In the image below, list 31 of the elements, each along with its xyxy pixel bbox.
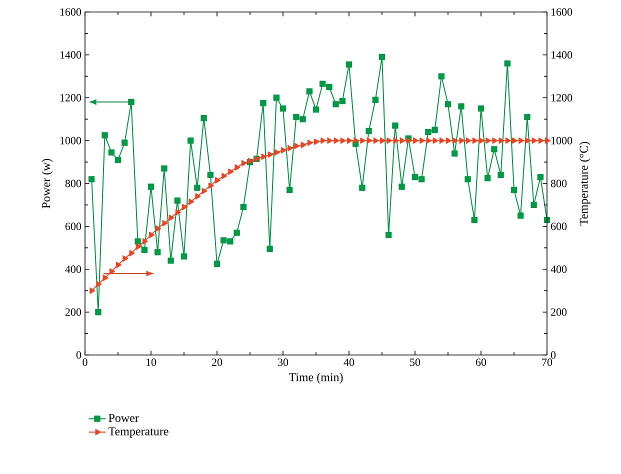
y-axis-title: Power (w)	[42, 158, 53, 208]
y2-tick-label: 400	[550, 266, 567, 273]
y-tick-label: 600	[65, 222, 82, 230]
x-tick-label: 40	[344, 358, 354, 366]
y-tick-label: 0	[76, 351, 82, 359]
x-tick-label: 30	[278, 358, 288, 366]
x-tick-label: 10	[146, 358, 156, 366]
y2-tick-label: 1000	[552, 136, 572, 144]
x-tick-label: 50	[410, 358, 420, 366]
legend-label: Power	[108, 414, 139, 422]
x-tick-label: 0	[82, 358, 88, 366]
y-tick-label: 800	[65, 180, 82, 188]
y2-tick-label: 1200	[552, 94, 572, 102]
legend-label: Temperature	[108, 427, 168, 438]
y2-axis-title: Temperature (°C)	[579, 142, 590, 226]
y2-tick-label: 600	[551, 222, 567, 230]
y2-tick-label: 1400	[552, 51, 572, 59]
y-tick-label: 1000	[60, 136, 82, 144]
x-tick-label: 60	[476, 358, 486, 366]
y-tick-label: 1400	[60, 51, 82, 59]
x-tick-label: 20	[212, 358, 222, 366]
x-axis-title: Time (min)	[288, 372, 343, 384]
x-tick-label: 70	[542, 358, 552, 366]
y2-tick-label: 200	[551, 308, 567, 316]
y2-tick-label: 1600	[552, 8, 572, 16]
y2-tick-label: 0	[550, 351, 556, 359]
y-tick-label: 200	[65, 308, 82, 316]
y2-tick-label: 800	[550, 180, 567, 188]
y-tick-label: 400	[65, 266, 82, 273]
y-tick-label: 1200	[60, 94, 82, 102]
y-tick-label: 1600	[60, 8, 82, 16]
